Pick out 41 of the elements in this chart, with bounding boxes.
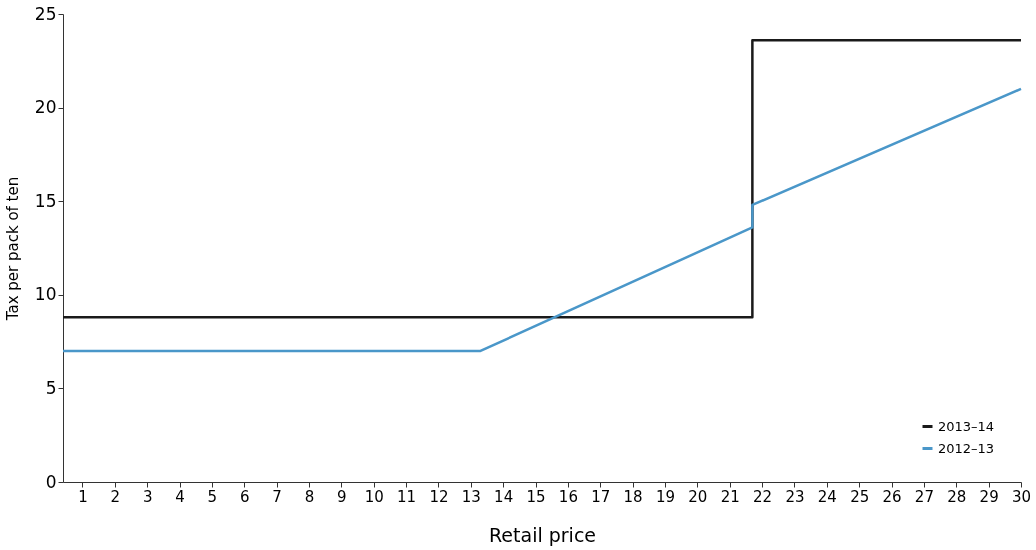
x-tick-label: 4 — [175, 487, 185, 506]
x-tick-label: 17 — [591, 487, 611, 506]
y-tick-label: 5 — [45, 377, 57, 398]
y-tick-label: 15 — [34, 190, 57, 211]
x-axis-title: Retail price — [488, 523, 597, 546]
x-tick-label: 2 — [110, 487, 121, 506]
x-tick-label: 26 — [882, 487, 902, 506]
x-tick-label: 10 — [364, 487, 384, 506]
x-tick-label: 19 — [655, 487, 676, 506]
x-tick-label: 7 — [272, 487, 282, 506]
x-tick-label: 12 — [429, 487, 449, 506]
y-tick-label: 20 — [34, 97, 57, 118]
x-tick-label: 29 — [979, 487, 999, 506]
x-tick-label: 14 — [494, 487, 514, 506]
y-axis-title: Tax per pack of ten — [3, 176, 22, 322]
x-tick-label: 8 — [304, 487, 315, 506]
line-series — [61, 87, 1023, 353]
x-tick-label: 11 — [397, 487, 417, 506]
legend-label: 2013–14 — [938, 418, 995, 434]
x-tick-label: 25 — [850, 487, 870, 506]
x-tick-label: 1 — [78, 487, 88, 506]
x-tick-label: 30 — [1011, 487, 1032, 506]
x-tick-label: 6 — [239, 487, 250, 506]
x-tick-label: 21 — [720, 487, 740, 506]
x-tick-label: 3 — [142, 487, 153, 506]
x-tick-label: 16 — [558, 487, 578, 506]
x-tick-label: 23 — [785, 487, 805, 506]
x-tick-label: 9 — [337, 487, 347, 506]
y-tick-label: 25 — [34, 3, 57, 24]
x-tick-label: 28 — [947, 487, 967, 506]
legend-label: 2012–13 — [938, 440, 995, 456]
x-tick-label: 18 — [623, 487, 643, 506]
x-tick-label: 27 — [914, 487, 934, 506]
y-tick-label: 10 — [34, 284, 57, 305]
x-tick-label: 13 — [461, 487, 481, 506]
x-tick-label: 22 — [753, 487, 773, 506]
y-tick-label: 0 — [45, 471, 57, 492]
x-tick-label: 15 — [526, 487, 546, 506]
x-tick-label: 5 — [207, 487, 218, 506]
x-tick-label: 20 — [688, 487, 708, 506]
x-tick-label: 24 — [817, 487, 837, 506]
